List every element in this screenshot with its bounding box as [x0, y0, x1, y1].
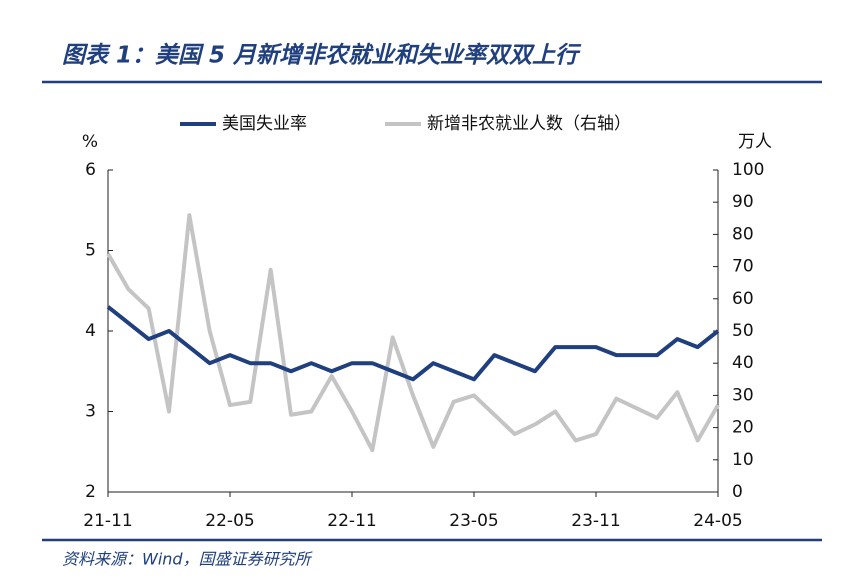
source: 资料来源：Wind，国盛证券研究所 [62, 550, 314, 569]
series-line [106, 213, 720, 453]
y-tick-label: 2 [85, 482, 96, 502]
y-tick-label: 5 [85, 241, 96, 261]
legend-label: 新增非农就业人数（右轴） [427, 114, 631, 134]
chart-title: 图表 1：美国 5 月新增非农就业和失业率双双上行 [62, 43, 582, 69]
y2-tick-label: 40 [732, 353, 754, 373]
y2-tick-label: 60 [732, 289, 754, 309]
y2-tick-label: 90 [732, 192, 754, 212]
y2-tick-label: 80 [732, 224, 754, 244]
y2-tick-label: 0 [732, 482, 743, 502]
legend-label: 美国失业率 [222, 114, 307, 134]
x-tick-label: 21-11 [83, 511, 132, 531]
y2-tick-label: 30 [732, 385, 754, 405]
y2-tick-label: 50 [732, 321, 754, 341]
y2-tick-label: 100 [732, 160, 764, 180]
y-tick-label: 3 [85, 402, 96, 422]
y-axis-label: % [82, 132, 98, 152]
x-tick-label: 24-05 [693, 511, 742, 531]
x-tick-label: 23-11 [571, 511, 620, 531]
y2-tick-label: 10 [732, 450, 754, 470]
y2-tick-label: 70 [732, 257, 754, 277]
x-tick-label: 22-05 [205, 511, 254, 531]
y2-tick-label: 20 [732, 418, 754, 438]
y2-axis-label: 万人 [738, 132, 772, 152]
y-tick-label: 4 [85, 321, 96, 341]
series-line [106, 305, 720, 382]
x-tick-label: 22-11 [327, 511, 376, 531]
y-tick-label: 6 [85, 160, 96, 180]
x-tick-label: 23-05 [449, 511, 498, 531]
